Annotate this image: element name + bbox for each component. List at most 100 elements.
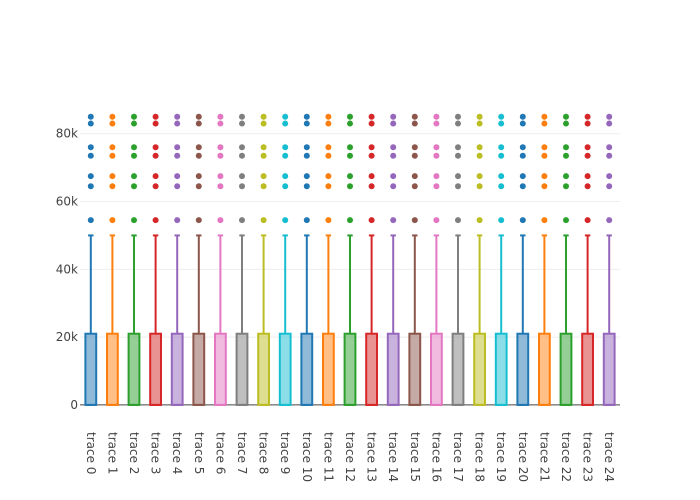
outlier-point — [87, 152, 94, 159]
outlier-point — [541, 120, 548, 127]
box-trace — [235, 113, 249, 406]
box — [430, 332, 443, 406]
outlier-point — [541, 144, 548, 151]
outlier-point — [390, 217, 397, 224]
x-tick-label: trace 11 — [321, 432, 335, 482]
outlier-point — [498, 152, 505, 159]
box — [257, 332, 271, 406]
outlier-point — [563, 217, 569, 224]
outlier-point — [303, 217, 310, 224]
outlier-point — [433, 173, 440, 180]
outlier-point — [87, 113, 94, 120]
outlier-point — [347, 152, 353, 159]
outlier-point — [239, 113, 245, 120]
outlier-point — [563, 173, 569, 180]
outlier-point — [109, 152, 116, 159]
outlier-point — [87, 173, 94, 180]
outlier-point — [411, 120, 418, 127]
outlier-point — [260, 183, 267, 190]
outlier-point — [260, 113, 267, 120]
outlier-point — [109, 173, 116, 180]
outlier-point — [303, 113, 310, 120]
outlier-point — [606, 152, 613, 159]
outlier-point — [152, 144, 159, 151]
outlier-point — [131, 113, 137, 120]
outlier-point — [303, 173, 310, 180]
outlier-point — [584, 152, 591, 159]
box-trace — [386, 113, 400, 406]
y-tick-label: 60k — [56, 195, 78, 209]
outlier-point — [498, 183, 505, 190]
outlier-point — [303, 120, 310, 127]
outlier-point — [433, 113, 440, 120]
x-tick-label: trace 12 — [343, 432, 357, 482]
box-trace — [192, 113, 206, 406]
outlier-point — [131, 144, 137, 151]
outlier-point — [239, 120, 245, 127]
outlier-point — [282, 120, 289, 127]
box-trace — [127, 113, 141, 406]
outlier-point — [131, 183, 137, 190]
y-axis: 0 20k 40k 60k 80k — [56, 127, 78, 412]
outlier-point — [411, 113, 418, 120]
outlier-point — [476, 120, 483, 127]
box — [170, 332, 184, 406]
outlier-point — [131, 217, 137, 224]
outlier-point — [87, 144, 94, 151]
outlier-point — [476, 183, 483, 190]
outlier-point — [347, 217, 353, 224]
outlier-point — [109, 183, 116, 190]
x-tick-label: trace 21 — [537, 432, 551, 482]
x-tick-label: trace 7 — [235, 432, 249, 474]
box — [516, 332, 530, 406]
outlier-point — [303, 183, 310, 190]
box-trace — [365, 113, 379, 406]
box — [106, 332, 119, 406]
outlier-point — [174, 183, 181, 190]
outlier-point — [498, 120, 505, 127]
outlier-point — [87, 217, 94, 224]
outlier-point — [541, 152, 548, 159]
outlier-point — [390, 120, 397, 127]
x-tick-label: trace 23 — [581, 432, 595, 482]
outlier-point — [347, 120, 353, 127]
x-tick-label: trace 15 — [408, 432, 422, 482]
x-tick-label: trace 2 — [127, 432, 141, 474]
outlier-point — [303, 152, 310, 159]
box — [538, 332, 551, 406]
outlier-point — [584, 144, 591, 151]
box-trace — [494, 113, 508, 406]
y-tick-label: 40k — [56, 262, 78, 276]
outlier-point — [260, 173, 267, 180]
outlier-point — [347, 144, 353, 151]
outlier-point — [325, 152, 332, 159]
outlier-point — [390, 144, 397, 151]
outlier-point — [433, 144, 440, 151]
outlier-point — [347, 183, 353, 190]
outlier-point — [195, 113, 202, 120]
x-tick-label: trace 8 — [257, 432, 271, 474]
x-tick-label: trace 24 — [602, 432, 616, 482]
outlier-point — [260, 217, 267, 224]
outlier-point — [174, 120, 181, 127]
box — [322, 332, 335, 406]
box — [581, 332, 595, 406]
outlier-point — [217, 173, 224, 180]
outlier-point — [131, 152, 137, 159]
outlier-point — [498, 113, 505, 120]
x-tick-label: trace 3 — [149, 432, 163, 474]
outlier-point — [411, 183, 418, 190]
outlier-point — [606, 144, 613, 151]
y-tick-label: 20k — [56, 330, 78, 344]
outlier-point — [195, 152, 202, 159]
outlier-point — [217, 120, 224, 127]
outlier-point — [239, 173, 245, 180]
box — [300, 332, 314, 406]
outlier-point — [368, 152, 375, 159]
box-trace — [278, 113, 292, 406]
outlier-point — [174, 173, 181, 180]
outlier-point — [239, 152, 245, 159]
box — [451, 332, 465, 406]
outlier-point — [411, 144, 418, 151]
